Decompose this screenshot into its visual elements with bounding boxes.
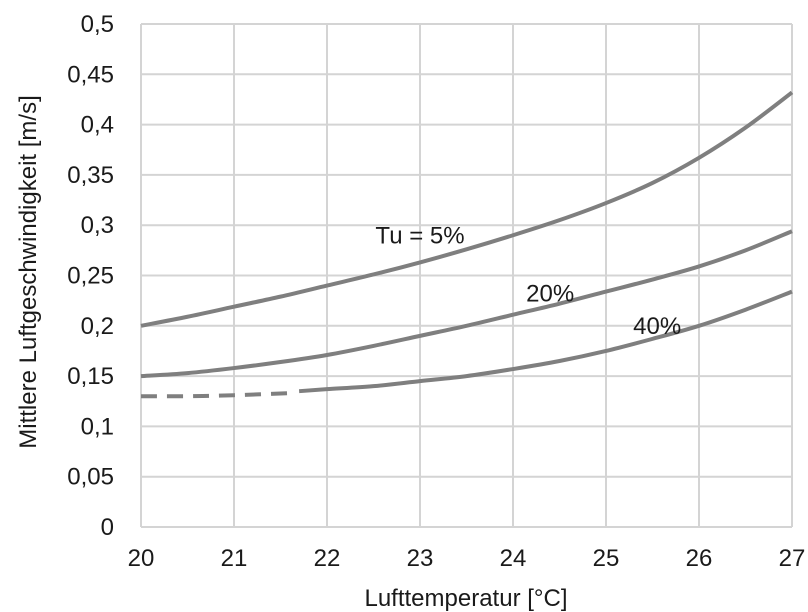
y-tick-label: 0,4 — [81, 112, 114, 139]
gridlines — [140, 23, 793, 528]
series-line-1 — [140, 90, 794, 328]
series-line-3-dashed — [140, 391, 290, 399]
y-tick-label: 0,45 — [67, 61, 114, 88]
curve-label: 20% — [526, 281, 574, 308]
y-tick-label: 0,15 — [67, 363, 114, 390]
x-tick-label: 26 — [686, 545, 713, 572]
curve-labels: Tu = 5% 20% 40% — [375, 222, 681, 340]
series-line-2 — [140, 229, 793, 379]
x-tick-label: 22 — [314, 545, 341, 572]
x-tick-label: 24 — [500, 545, 527, 572]
y-tick-label: 0,05 — [67, 464, 114, 491]
y-tick-label: 0,35 — [67, 162, 114, 189]
y-tick-label: 0,5 — [81, 11, 114, 38]
y-tick-label: 0,25 — [67, 263, 114, 290]
x-tick-label: 23 — [407, 545, 434, 572]
y-tick-label: 0,3 — [81, 212, 114, 239]
x-axis-ticks: 20 21 22 23 24 25 26 27 — [128, 545, 806, 572]
series-line-3 — [298, 289, 793, 394]
series-lines — [140, 90, 794, 399]
x-tick-label: 20 — [128, 545, 155, 572]
x-axis-title: Lufttemperatur [°C] — [364, 585, 567, 612]
curve-label: 40% — [633, 313, 681, 340]
y-axis-ticks: 0 0,05 0,1 0,15 0,2 0,25 0,3 0,35 0,4 0,45 0,5 — [67, 11, 114, 541]
y-axis-title: Mittlere Luftgeschwindigkeit [m/s] — [15, 95, 42, 448]
y-tick-label: 0,1 — [81, 413, 114, 440]
x-tick-label: 25 — [593, 545, 620, 572]
x-tick-label: 27 — [779, 545, 806, 572]
y-tick-label: 0 — [101, 514, 114, 541]
x-tick-label: 21 — [221, 545, 248, 572]
curve-label: Tu = 5% — [375, 222, 464, 249]
y-tick-label: 0,2 — [81, 313, 114, 340]
